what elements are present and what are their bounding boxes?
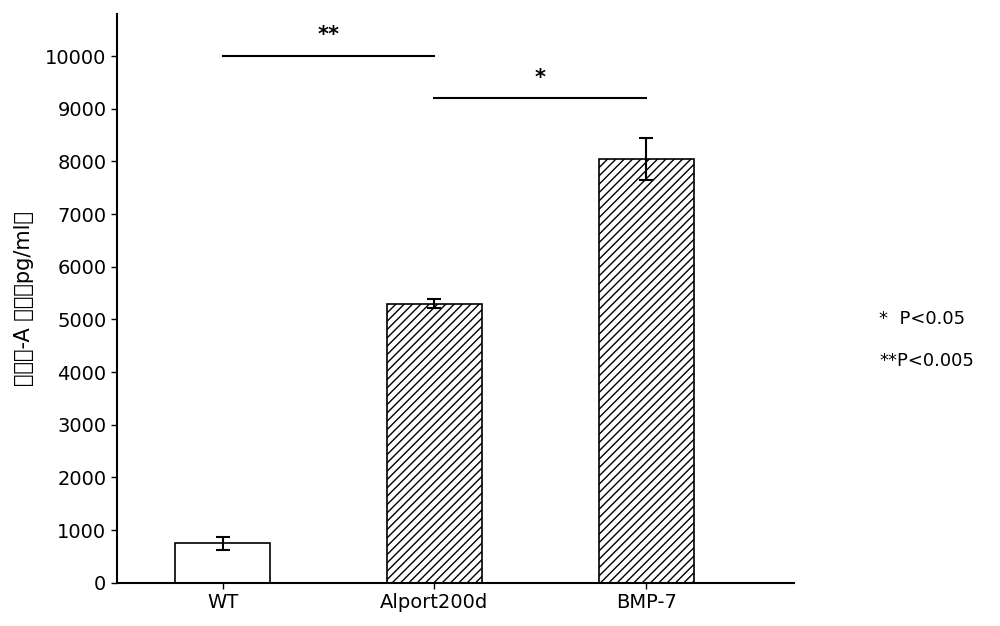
Bar [599, 159, 694, 583]
Bar [175, 543, 270, 583]
Text: *: * [535, 68, 546, 88]
Text: **P<0.005: **P<0.005 [879, 352, 974, 371]
Text: *  P<0.05: * P<0.05 [879, 310, 965, 329]
Bar [387, 304, 482, 583]
Text: **: ** [318, 26, 340, 46]
Y-axis label: 激活素-A 水平（pg/ml）: 激活素-A 水平（pg/ml） [14, 211, 34, 386]
